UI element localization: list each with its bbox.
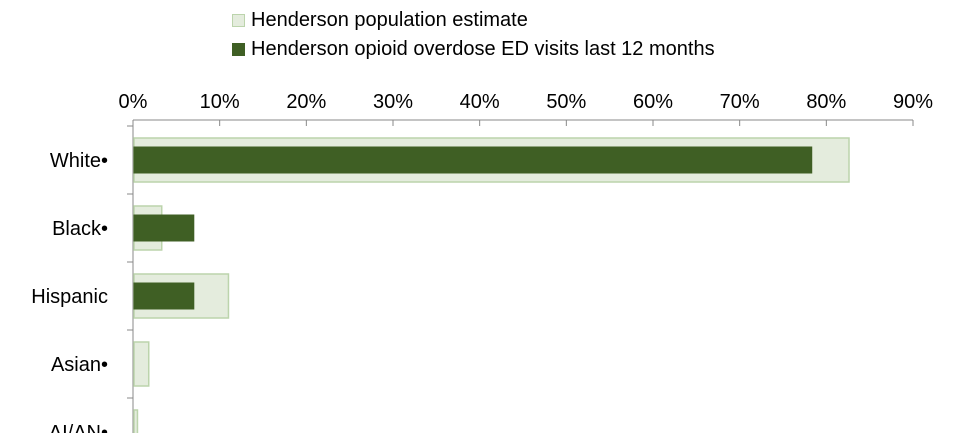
legend-entry-population: Henderson population estimate	[232, 6, 715, 35]
x-tick-label: 50%	[546, 91, 586, 113]
bar-ed-visits	[133, 146, 813, 174]
x-tick-label: 80%	[806, 91, 846, 113]
x-axis: 0% 10% 20% 30% 40% 50% 60% 70% 80% 90%	[119, 91, 933, 433]
category-label: Hispanic	[31, 286, 108, 308]
bar-ed-visits	[133, 214, 195, 242]
bars	[133, 137, 850, 433]
x-tick-label: 70%	[720, 91, 760, 113]
legend-swatch-population	[232, 14, 245, 27]
bar-ed-visits	[133, 282, 195, 310]
legend-entry-ed-visits: Henderson opioid overdose ED visits last…	[232, 35, 715, 64]
x-tick-label: 20%	[286, 91, 326, 113]
category-labels: White• Black• Hispanic Asian• AI/AN•	[31, 150, 108, 433]
x-tick-label: 0%	[119, 91, 148, 113]
category-label: White•	[50, 150, 108, 172]
bar-population	[133, 409, 139, 433]
legend-label-ed-visits: Henderson opioid overdose ED visits last…	[251, 38, 715, 60]
x-tick-label: 40%	[460, 91, 500, 113]
category-label: Asian•	[51, 354, 108, 376]
legend-swatch-ed-visits	[232, 43, 245, 56]
x-tick-label: 90%	[893, 91, 933, 113]
legend-label-population: Henderson population estimate	[251, 9, 528, 31]
x-tick-label: 60%	[633, 91, 673, 113]
bar-population	[133, 341, 150, 387]
category-label: AI/AN•	[49, 422, 108, 433]
chart-legend: Henderson population estimate Henderson …	[232, 6, 715, 64]
x-tick-label: 30%	[373, 91, 413, 113]
category-label: Black•	[52, 218, 108, 240]
x-tick-label: 10%	[200, 91, 240, 113]
